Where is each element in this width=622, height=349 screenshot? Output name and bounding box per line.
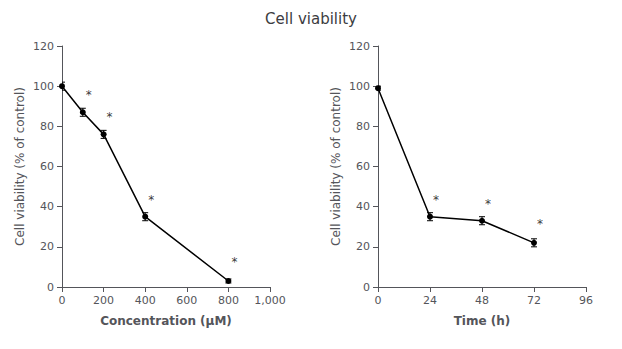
svg-text:20: 20 <box>356 240 370 253</box>
svg-text:200: 200 <box>93 294 114 307</box>
svg-text:*: * <box>148 193 154 207</box>
svg-text:120: 120 <box>33 40 54 53</box>
svg-text:Cell viability (% of control): Cell viability (% of control) <box>13 87 27 246</box>
svg-text:40: 40 <box>356 200 370 213</box>
svg-text:100: 100 <box>33 80 54 93</box>
svg-text:80: 80 <box>356 120 370 133</box>
svg-text:60: 60 <box>356 160 370 173</box>
svg-text:*: * <box>433 193 439 207</box>
svg-text:Time (h): Time (h) <box>454 314 511 328</box>
svg-text:0: 0 <box>363 281 370 294</box>
svg-text:*: * <box>485 197 491 211</box>
svg-text:Cell viability (% of control): Cell viability (% of control) <box>329 87 343 246</box>
svg-text:48: 48 <box>475 294 489 307</box>
svg-text:72: 72 <box>527 294 541 307</box>
svg-text:0: 0 <box>59 294 66 307</box>
svg-text:600: 600 <box>176 294 197 307</box>
svg-text:400: 400 <box>135 294 156 307</box>
svg-text:0: 0 <box>375 294 382 307</box>
svg-text:Concentration (μM): Concentration (μM) <box>100 314 232 328</box>
svg-text:*: * <box>537 217 543 231</box>
svg-text:1,000: 1,000 <box>254 294 286 307</box>
svg-text:40: 40 <box>40 200 54 213</box>
svg-text:*: * <box>107 110 113 124</box>
svg-text:800: 800 <box>218 294 239 307</box>
svg-text:96: 96 <box>579 294 593 307</box>
svg-text:0: 0 <box>47 281 54 294</box>
svg-text:*: * <box>86 88 92 102</box>
svg-text:24: 24 <box>423 294 437 307</box>
svg-text:*: * <box>231 255 237 269</box>
svg-text:20: 20 <box>40 240 54 253</box>
svg-text:Cell viability: Cell viability <box>265 10 357 28</box>
svg-text:120: 120 <box>349 40 370 53</box>
svg-text:100: 100 <box>349 80 370 93</box>
svg-text:60: 60 <box>40 160 54 173</box>
svg-text:80: 80 <box>40 120 54 133</box>
